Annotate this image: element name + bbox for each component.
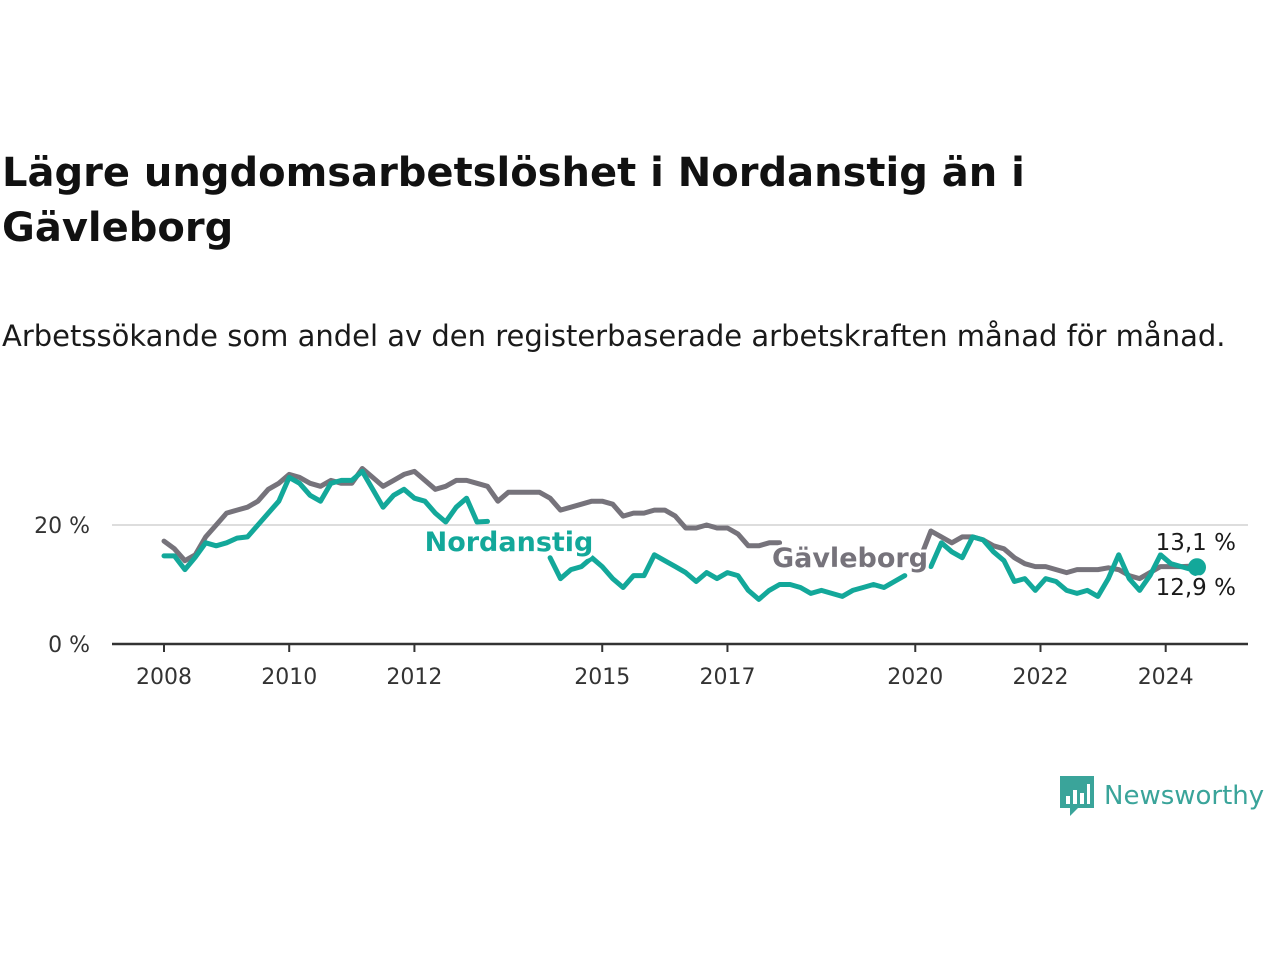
x-tick-label: 2008 [136, 665, 192, 690]
end-value-nordanstig: 12,9 % [1156, 575, 1236, 601]
end-point-nordanstig [1188, 558, 1206, 577]
series-line-gavleborg [161, 466, 1200, 582]
x-tick-label: 2010 [261, 665, 317, 690]
y-tick-label: 0 % [48, 633, 90, 658]
line-chart: 0 % 20 % 2008 2010 2012 2015 2017 2020 2022 2024 N… [34, 466, 1248, 690]
x-tick-label: 2015 [574, 665, 630, 690]
x-tick-label: 2020 [887, 665, 943, 690]
chart-subtitle: Arbetssökande som andel av den registerb… [2, 319, 1226, 353]
x-tick-label: 2012 [386, 665, 442, 690]
newsworthy-brand: Newsworthy [1058, 774, 1264, 818]
y-tick-label: 20 % [34, 514, 90, 539]
x-tick-label: 2024 [1138, 665, 1194, 690]
end-value-gavleborg: 13,1 % [1156, 530, 1236, 556]
series-line-nordanstig [161, 468, 1200, 602]
chart-title: Lägre ungdomsarbetslöshet i Nordanstig ä… [2, 150, 1025, 251]
series-label-gavleborg: Gävleborg [772, 543, 928, 574]
newsworthy-logo-icon [1060, 776, 1094, 816]
brand-name: Newsworthy [1104, 781, 1265, 811]
series-label-nordanstig: Nordanstig [425, 527, 594, 558]
x-tick-label: 2022 [1012, 665, 1068, 690]
x-tick-label: 2017 [699, 665, 755, 690]
